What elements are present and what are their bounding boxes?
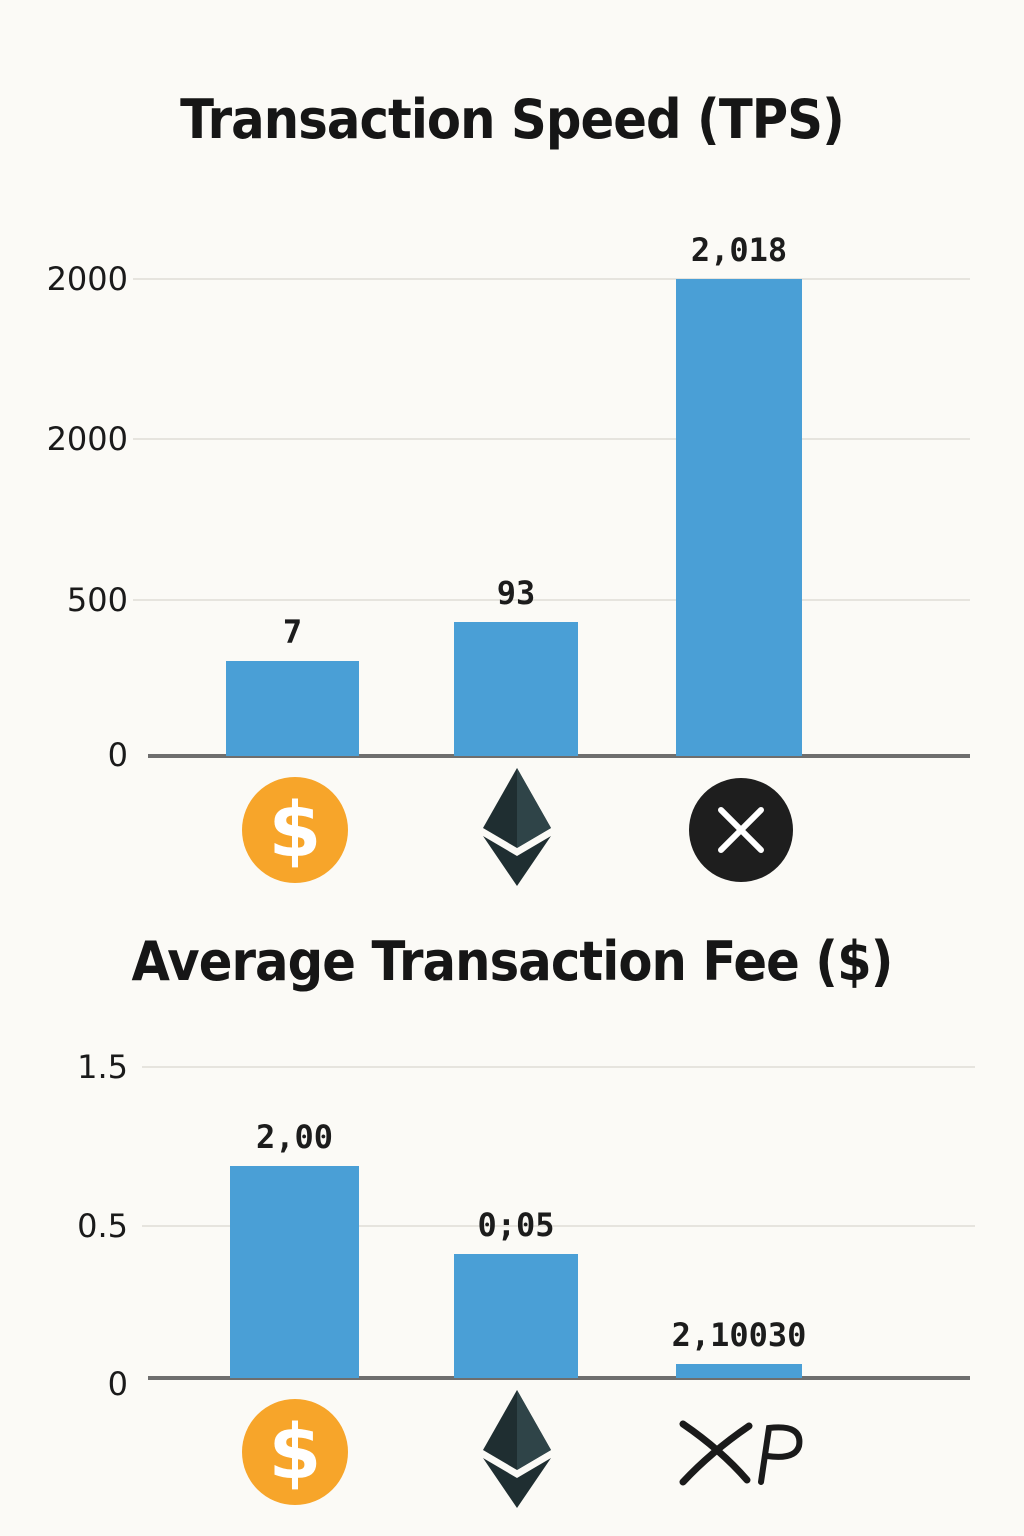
ethereum-icon xyxy=(483,768,551,886)
dollar-coin-icon: $ xyxy=(242,1399,348,1505)
bar xyxy=(454,622,578,756)
svg-text:$: $ xyxy=(269,1407,322,1496)
data-label: 93 xyxy=(497,574,536,612)
y-tick-label: 0 xyxy=(108,1365,128,1403)
data-label: 7 xyxy=(283,613,302,651)
chart-title-speed: Transaction Speed (TPS) xyxy=(180,88,845,151)
y-tick-label: 500 xyxy=(67,581,128,619)
dollar-coin-icon: $ xyxy=(242,777,348,883)
chart-speed: 2000 2000 500 0 7 $93 2,018 xyxy=(47,231,970,886)
data-label: 2,00 xyxy=(256,1118,333,1156)
bar xyxy=(230,1166,359,1378)
bar xyxy=(676,279,802,756)
y-tick-label: 1.5 xyxy=(77,1048,128,1086)
bar xyxy=(226,661,359,756)
y-tick-label: 2000 xyxy=(47,420,128,458)
xrp-logo-icon xyxy=(679,1420,803,1486)
chart-title-fee: Average Transaction Fee ($) xyxy=(131,930,893,993)
y-tick-label: 0 xyxy=(108,736,128,774)
bar xyxy=(454,1254,578,1378)
ethereum-icon xyxy=(483,1390,551,1508)
y-tick-label: 2000 xyxy=(47,260,128,298)
data-label: 2,10030 xyxy=(672,1316,807,1354)
y-tick-label: 0.5 xyxy=(77,1207,128,1245)
bar xyxy=(676,1364,802,1378)
data-label: 0;05 xyxy=(477,1206,554,1244)
data-label: 2,018 xyxy=(691,231,787,269)
svg-text:$: $ xyxy=(269,785,322,874)
xrp-x-icon xyxy=(689,778,793,882)
